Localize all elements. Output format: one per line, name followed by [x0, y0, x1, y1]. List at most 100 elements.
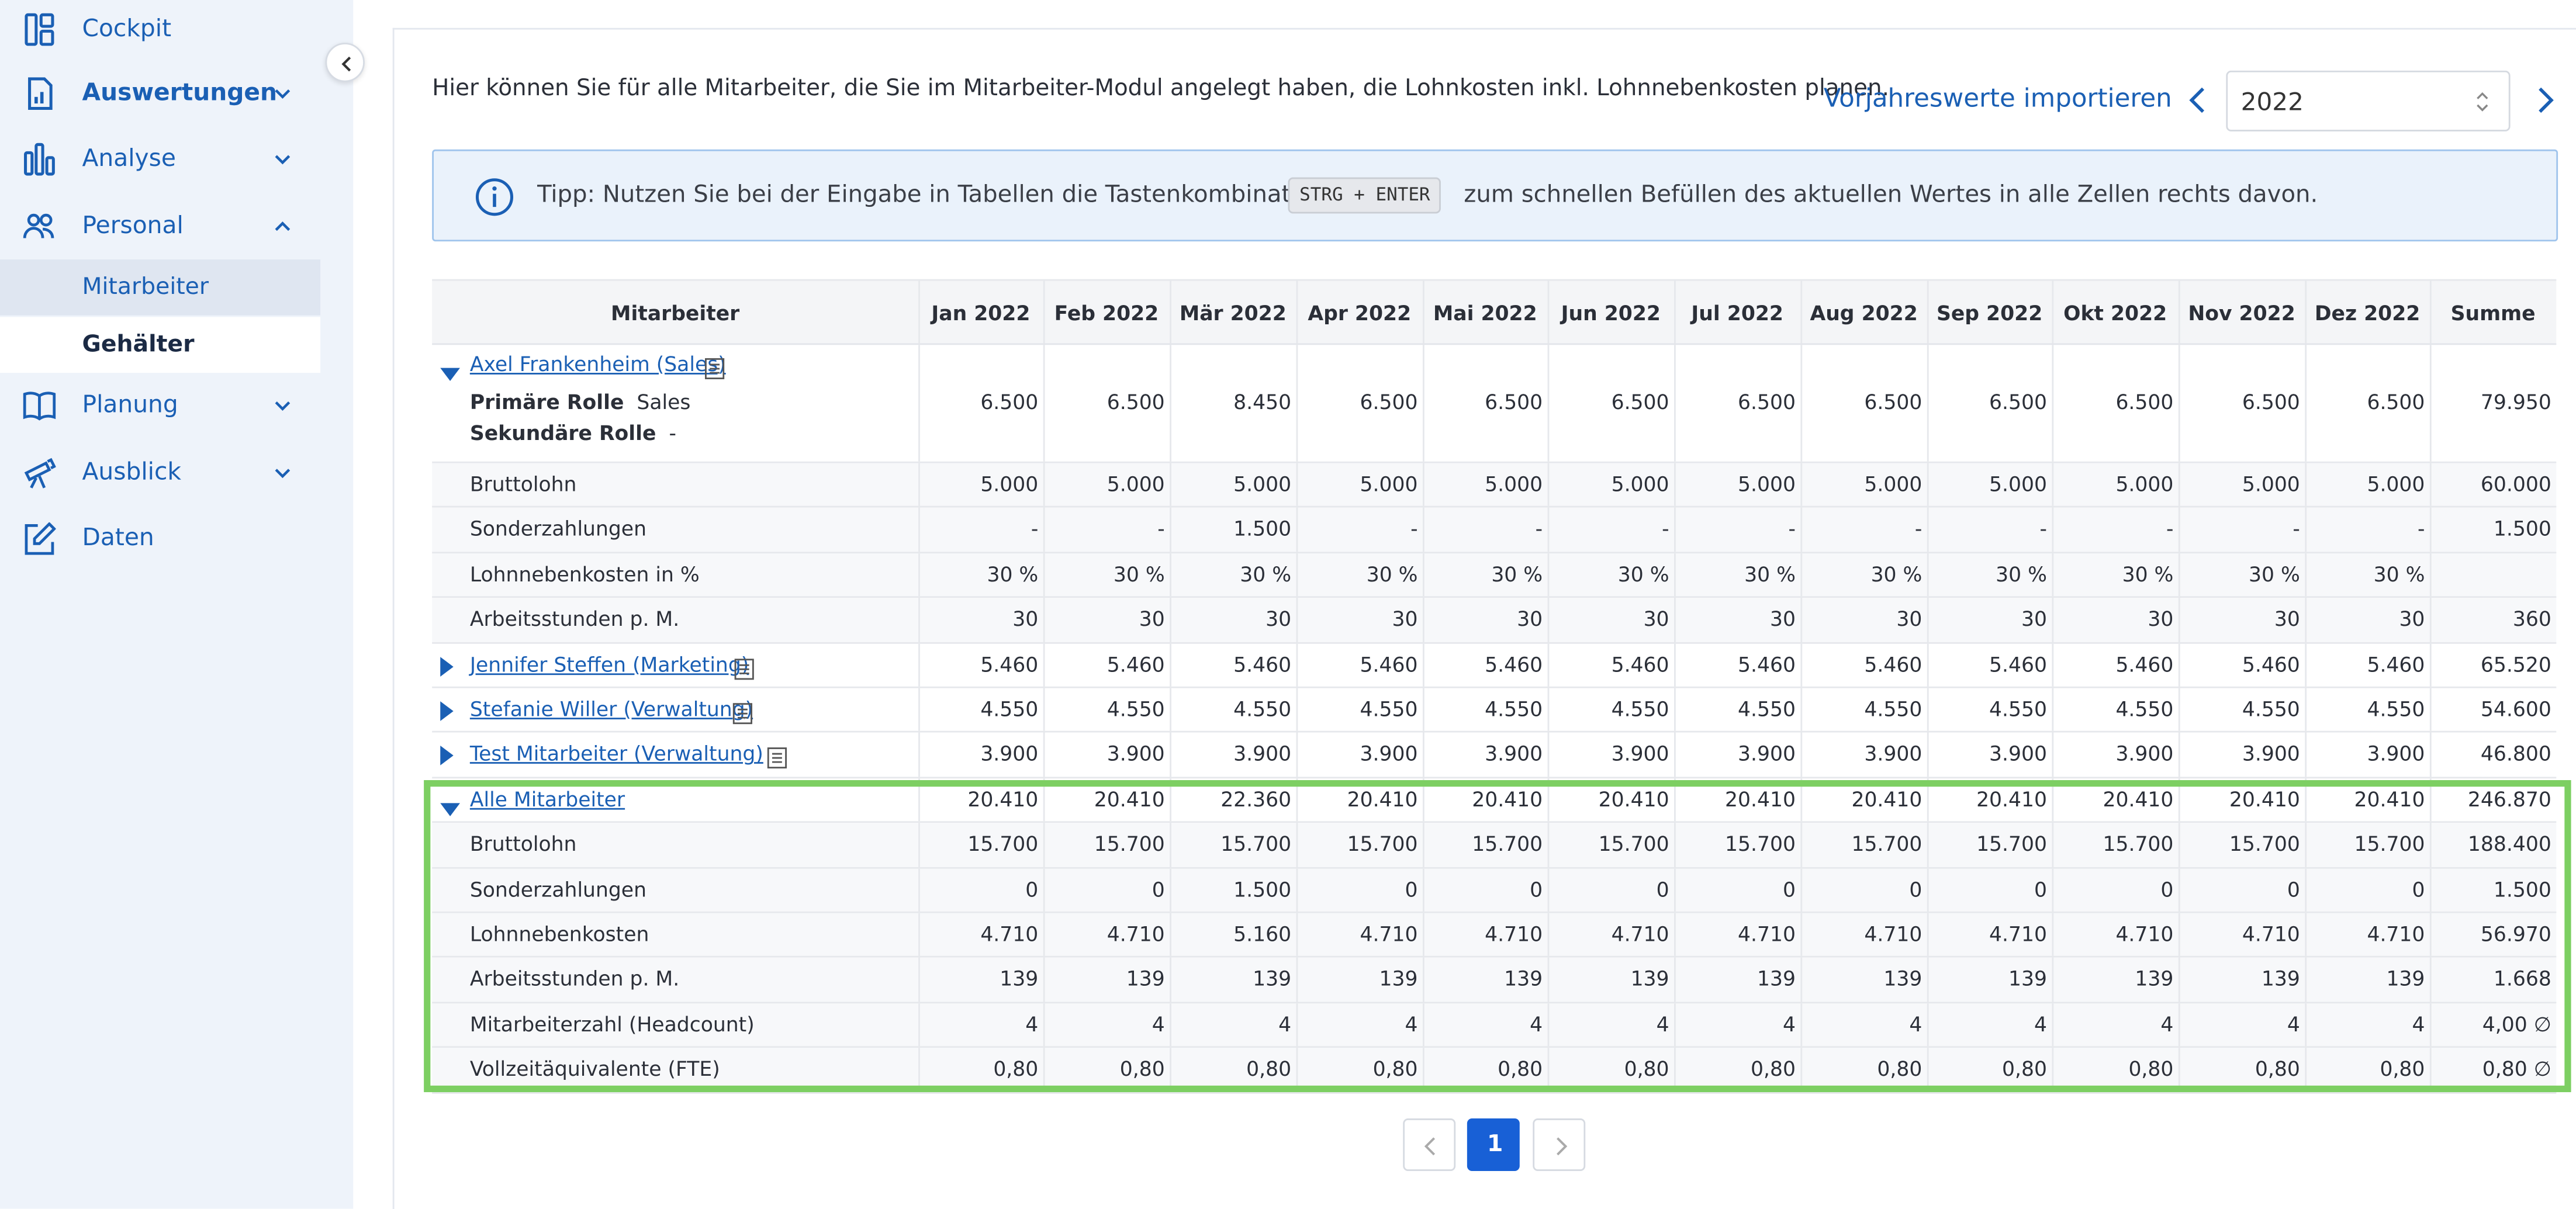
expand-right-icon[interactable]: [438, 743, 455, 774]
table-cell[interactable]: 139: [1756, 968, 1796, 991]
table-cell[interactable]: 5.000: [2242, 473, 2300, 496]
sidebar-collapse-button[interactable]: [325, 43, 365, 82]
table-cell[interactable]: 3.900: [2115, 743, 2174, 766]
table-cell[interactable]: 1.500: [1233, 878, 1292, 901]
table-cell[interactable]: 4.710: [1107, 923, 1165, 946]
table-cell[interactable]: 30 %: [1744, 563, 1796, 586]
table-cell[interactable]: 0,80: [1119, 1058, 1165, 1081]
table-cell[interactable]: 4: [2287, 1013, 2300, 1036]
table-cell[interactable]: 3.900: [1738, 743, 1796, 766]
table-cell[interactable]: 4.550: [1485, 698, 1543, 721]
table-cell[interactable]: 30: [1896, 608, 1923, 631]
table-cell[interactable]: 6.500: [1611, 390, 1669, 414]
table-cell[interactable]: 139: [1379, 968, 1418, 991]
table-cell[interactable]: 3.900: [1989, 743, 2048, 766]
table-cell[interactable]: 246.870: [2467, 788, 2551, 811]
table-cell[interactable]: 20.410: [967, 788, 1039, 811]
table-cell[interactable]: 139: [2008, 968, 2048, 991]
table-cell[interactable]: 0: [1152, 878, 1165, 901]
document-icon[interactable]: [705, 355, 725, 379]
table-cell[interactable]: 3.900: [2242, 743, 2300, 766]
table-cell[interactable]: 15.700: [1725, 833, 1796, 856]
table-cell[interactable]: 0: [2287, 878, 2300, 901]
table-cell[interactable]: 0,80: [1498, 1058, 1543, 1081]
table-cell[interactable]: 60.000: [2480, 473, 2551, 496]
table-cell[interactable]: 6.500: [1989, 390, 2048, 414]
table-cell[interactable]: 0,80: [2128, 1058, 2174, 1081]
nav-daten[interactable]: Daten: [0, 509, 320, 568]
table-cell[interactable]: 30: [1392, 608, 1418, 631]
table-cell[interactable]: 20.410: [2103, 788, 2174, 811]
table-cell[interactable]: 15.700: [2103, 833, 2174, 856]
table-cell[interactable]: 20.410: [1851, 788, 1923, 811]
table-cell[interactable]: 79.950: [2480, 390, 2551, 414]
table-cell[interactable]: 4: [1530, 1013, 1543, 1036]
table-cell[interactable]: 139: [1126, 968, 1165, 991]
nav-analyse[interactable]: Analyse: [0, 130, 320, 189]
table-cell[interactable]: 6.500: [2367, 390, 2425, 414]
table-cell[interactable]: 6.500: [1485, 390, 1543, 414]
table-cell[interactable]: 4.550: [1360, 698, 1418, 721]
table-cell[interactable]: 139: [1883, 968, 1923, 991]
nav-cockpit[interactable]: Cockpit: [0, 0, 320, 59]
table-cell[interactable]: 30: [2274, 608, 2300, 631]
table-cell[interactable]: 20.410: [1725, 788, 1796, 811]
table-cell[interactable]: 0,80: [1751, 1058, 1796, 1081]
pagination-next-button[interactable]: [1533, 1118, 1586, 1171]
table-cell[interactable]: 4.710: [1611, 923, 1669, 946]
table-cell[interactable]: 30 %: [1113, 563, 1165, 586]
table-cell[interactable]: 20.410: [1347, 788, 1418, 811]
table-cell[interactable]: 0: [1782, 878, 1796, 901]
table-cell[interactable]: 139: [1000, 968, 1039, 991]
table-cell[interactable]: 30 %: [1996, 563, 2048, 586]
table-cell[interactable]: 3.900: [980, 743, 1039, 766]
table-cell[interactable]: 8.450: [1233, 390, 1292, 414]
table-cell[interactable]: 0,80: [1877, 1058, 1923, 1081]
table-cell[interactable]: 15.700: [1347, 833, 1418, 856]
table-cell[interactable]: 30 %: [2249, 563, 2300, 586]
table-cell[interactable]: 5.000: [2115, 473, 2174, 496]
table-cell[interactable]: 5.000: [980, 473, 1039, 496]
table-cell[interactable]: 0,80: [993, 1058, 1039, 1081]
table-cell[interactable]: 5.000: [1107, 473, 1165, 496]
table-cell[interactable]: 4.710: [1738, 923, 1796, 946]
table-cell[interactable]: 4.550: [1233, 698, 1292, 721]
table-cell[interactable]: 1.500: [1233, 518, 1292, 541]
table-cell[interactable]: 5.000: [1233, 473, 1292, 496]
table-cell[interactable]: 0,80: [1246, 1058, 1292, 1081]
table-cell[interactable]: 5.000: [2367, 473, 2425, 496]
table-cell[interactable]: 4: [1405, 1013, 1418, 1036]
table-cell[interactable]: 5.000: [1485, 473, 1543, 496]
table-cell[interactable]: 4: [2412, 1013, 2425, 1036]
table-cell[interactable]: 30: [1517, 608, 1543, 631]
table-cell[interactable]: 5.460: [1611, 653, 1669, 676]
table-cell[interactable]: -: [1662, 518, 1669, 541]
table-cell[interactable]: 30: [1012, 608, 1039, 631]
table-cell[interactable]: 15.700: [1472, 833, 1543, 856]
table-cell[interactable]: 3.900: [1360, 743, 1418, 766]
table-cell[interactable]: 30 %: [2122, 563, 2174, 586]
table-cell[interactable]: 54.600: [2480, 698, 2551, 721]
table-cell[interactable]: 4: [2160, 1013, 2174, 1036]
table-cell[interactable]: -: [2293, 518, 2300, 541]
table-cell[interactable]: 6.500: [2242, 390, 2300, 414]
table-cell[interactable]: 15.700: [2354, 833, 2425, 856]
table-cell[interactable]: 4: [1909, 1013, 1923, 1036]
table-cell[interactable]: 5.000: [1864, 473, 1923, 496]
table-cell[interactable]: 1.500: [2493, 518, 2551, 541]
table-cell[interactable]: 4: [2034, 1013, 2048, 1036]
table-cell[interactable]: 4: [1025, 1013, 1039, 1036]
table-cell[interactable]: -: [2166, 518, 2174, 541]
table-cell[interactable]: 4: [1782, 1013, 1796, 1036]
table-cell[interactable]: 30: [1643, 608, 1669, 631]
table-cell[interactable]: 139: [2261, 968, 2300, 991]
table-cell[interactable]: 139: [1630, 968, 1669, 991]
table-cell[interactable]: 20.410: [1472, 788, 1543, 811]
table-cell[interactable]: 30 %: [1870, 563, 1923, 586]
table-cell[interactable]: -: [1788, 518, 1796, 541]
table-cell[interactable]: 4.550: [1864, 698, 1923, 721]
table-cell[interactable]: 4.550: [1989, 698, 2048, 721]
table-cell[interactable]: 30 %: [1617, 563, 1669, 586]
table-cell[interactable]: 30 %: [987, 563, 1039, 586]
table-cell[interactable]: 30: [1139, 608, 1165, 631]
